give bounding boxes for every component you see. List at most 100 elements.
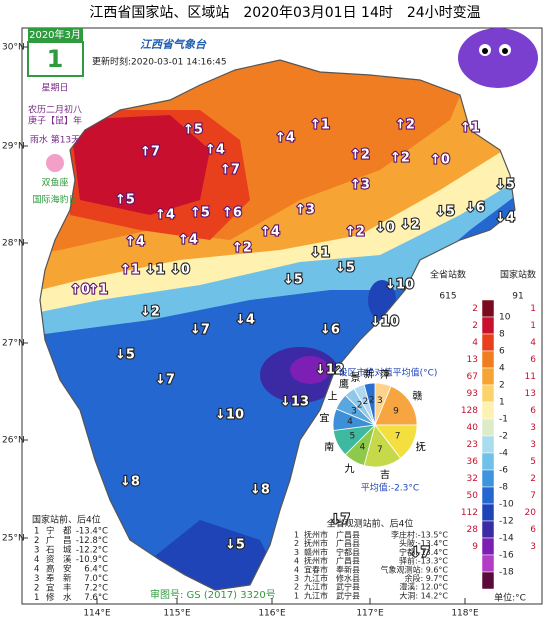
pie-slice: [374, 385, 418, 426]
legend-level: -18: [499, 568, 514, 578]
year: 庚子【鼠】年: [28, 115, 82, 127]
title: 江西省国家站、区域站 2020年03月01日 14时 24小时变温: [89, 4, 480, 21]
province-table-cell: 驿前:-13.3°C: [399, 556, 448, 566]
legend-swatch: [481, 418, 495, 437]
station-change: ↓0: [170, 263, 190, 278]
province-table-cell: 宁都:-13.4°C: [399, 547, 448, 557]
province-table-cell: 1: [294, 531, 299, 540]
station-change: ↑6: [222, 206, 242, 221]
national-table-cell: 3: [34, 546, 39, 556]
station-change: ↓5: [495, 178, 515, 193]
province-table-cell: 九江市: [304, 573, 328, 583]
province-table-cell: 4: [294, 565, 299, 574]
province-table-cell: 武宁县: [336, 582, 360, 592]
national-table-cell: 1: [34, 527, 39, 537]
national-table-cell: 广 昌: [46, 535, 72, 546]
province-table-cell: 抚州市: [304, 538, 328, 548]
province-table-cell: 1: [294, 591, 299, 600]
province-table-cell: 头陂:-13.4°C: [399, 538, 448, 548]
pie-name: 九: [345, 463, 355, 475]
lat-label: 28°N: [2, 239, 25, 249]
legend-count-nat: 6: [530, 355, 536, 365]
pie-value: 7: [377, 445, 383, 455]
province-table-cell: 抚州市: [304, 556, 328, 566]
province-table-cell: 宁都县: [336, 547, 360, 557]
pie-name: 南: [324, 441, 334, 454]
station-change: ↓12: [315, 363, 344, 378]
legend-level: -1: [499, 415, 508, 425]
legend-count-nat: 1: [530, 304, 536, 314]
station-change: ↓13: [280, 395, 309, 410]
national-table-cell: 修 水: [46, 592, 72, 603]
province-table-cell: 3: [294, 574, 299, 583]
calendar-day: 1: [47, 45, 64, 73]
national-table-box: [30, 512, 110, 602]
legend-count-nat: 20: [525, 508, 537, 518]
pie-value: 3: [377, 396, 383, 406]
national-table-cell: 2: [34, 536, 39, 546]
province-table-cell: 李庄村:-13.5°C: [391, 530, 448, 540]
legend-count-all: 128: [461, 406, 478, 416]
legend-count-nat: 1: [530, 321, 536, 331]
station-change: ↓10: [370, 315, 399, 330]
lon-label: 115°E: [163, 609, 191, 619]
pie-value: 5: [350, 432, 356, 442]
province-table-cell: 广昌县: [336, 538, 360, 548]
legend-count-all: 28: [467, 525, 479, 535]
province-table-cell: 广昌县: [336, 530, 360, 540]
station-change: ↓4: [495, 211, 515, 226]
station-change: ↑1: [460, 121, 480, 136]
legend-count-all: 93: [467, 389, 478, 399]
station-change: ↓10: [215, 408, 244, 423]
station-change: ↑2: [345, 225, 365, 240]
province-table-cell: 气象观测站: 9.6°C: [380, 564, 448, 574]
legend-level: 1: [499, 398, 505, 408]
station-change: ↓5: [435, 205, 455, 220]
legend-count-all: 40: [467, 423, 479, 433]
legend-swatch: [481, 316, 495, 335]
legend-swatch: [481, 469, 495, 488]
calendar-box: [27, 41, 84, 77]
national-table-cell: 3: [34, 574, 39, 584]
province-table-cell: 赣州市: [304, 547, 328, 557]
province-table-cell: 九江市: [304, 590, 328, 600]
pie-slice: [363, 382, 376, 426]
station-change: ↓6: [465, 201, 485, 216]
station-change: ↓2: [140, 305, 160, 320]
legend-count-all: 32: [467, 474, 478, 484]
station-change: ↑1: [88, 283, 108, 298]
legend-count-all: 13: [467, 355, 478, 365]
legend-count-all: 9: [472, 542, 478, 552]
legend-swatch: [481, 503, 495, 522]
legend-swatch: [481, 367, 495, 386]
national-table-cell: 4: [34, 565, 39, 575]
national-table-cell: -12.2°C: [76, 546, 108, 556]
national-table-cell: -10.9°C: [76, 555, 108, 565]
legend-level: 6: [499, 347, 505, 357]
legend-count-all: 2: [472, 304, 478, 314]
lat-label: 27°N: [2, 339, 25, 349]
province-table-cell: 修水县: [336, 573, 360, 583]
national-table-cell: 1: [34, 593, 39, 603]
national-table-cell: 7.0°C: [84, 574, 108, 584]
lon-label: 114°E: [83, 609, 111, 619]
legend-swatch: [481, 401, 495, 420]
pie-value: 4: [360, 442, 366, 452]
station-change: ↓8: [250, 483, 270, 498]
station-change: ↓10: [385, 278, 414, 293]
legend-header-all: 全省站数: [430, 269, 466, 281]
lat-label: 29°N: [2, 142, 25, 152]
station-change: ↓8: [120, 475, 140, 490]
national-table-cell: 石 城: [46, 546, 72, 556]
station-change: ↓5: [225, 538, 245, 553]
lunar: 农历二月初八: [28, 104, 82, 116]
pie-value: 2: [357, 401, 363, 411]
province-table-cell: 3: [294, 548, 299, 557]
legend-level: 2: [499, 381, 505, 391]
national-table-cell: -12.8°C: [76, 536, 108, 546]
national-table-cell: 奉 新: [46, 573, 72, 584]
lon-label: 117°E: [356, 609, 384, 619]
pie-value: 3: [351, 406, 357, 416]
logo: 江西省气象台: [140, 38, 207, 51]
station-change: ↓7: [410, 546, 430, 561]
